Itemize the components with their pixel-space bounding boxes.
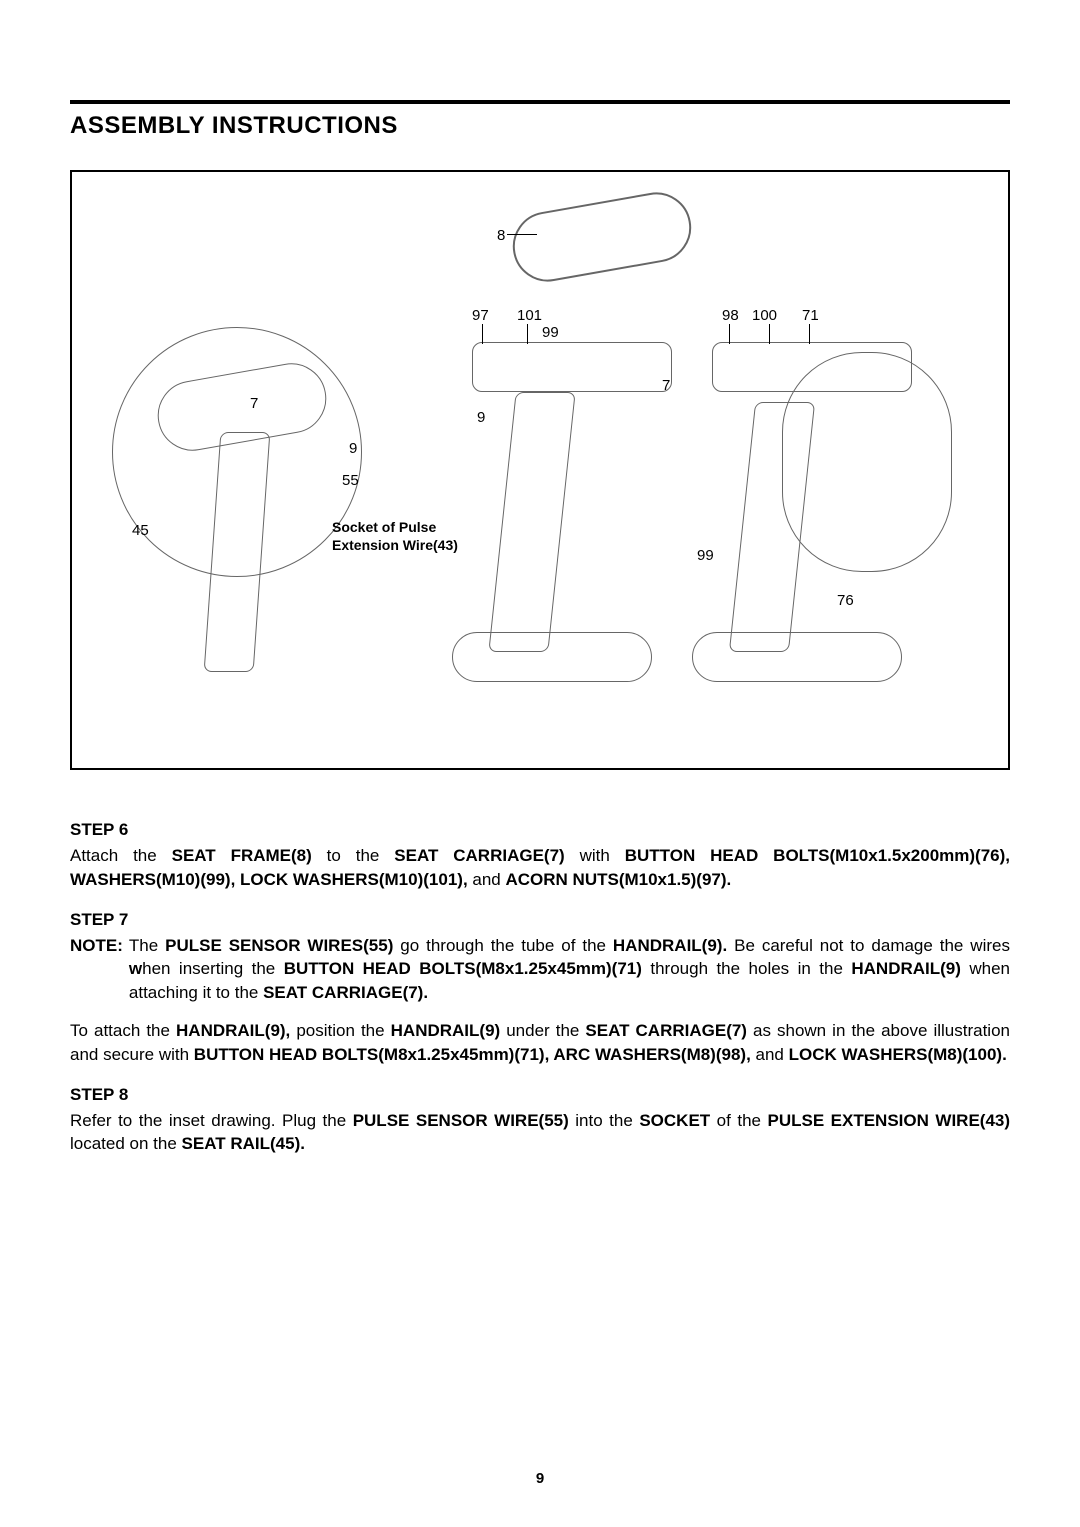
leader-line <box>507 234 537 235</box>
diagram-callout-99b: 99 <box>697 547 714 564</box>
diagram-callout-55: 55 <box>342 472 359 489</box>
diagram-callout-101: 101 <box>517 307 542 324</box>
diagram-shape <box>452 632 652 682</box>
text: Attach the <box>70 846 172 865</box>
text: to the <box>312 846 394 865</box>
bold-text: SEAT CARRIAGE(7) <box>585 1021 747 1040</box>
diagram-callout-8: 8 <box>497 227 505 244</box>
bold-text: HANDRAIL(9). <box>613 936 727 955</box>
diagram-shape <box>507 187 696 287</box>
diagram-callout-9b: 9 <box>349 440 357 457</box>
bold-text: LOCK WASHERS(M8)(100). <box>789 1045 1007 1064</box>
text: through the holes in the <box>642 959 851 978</box>
text: Refer to the inset drawing. Plug the <box>70 1111 353 1130</box>
diagram-callout-7b: 7 <box>250 395 258 412</box>
note-text: The PULSE SENSOR WIRES(55) go through th… <box>129 934 1010 1005</box>
assembly-diagram: 8 97 101 99 98 100 71 7 9 7 9 55 45 99 7… <box>70 170 1010 770</box>
text: position the <box>290 1021 390 1040</box>
diagram-callout-76: 76 <box>837 592 854 609</box>
bold-text: SEAT FRAME(8) <box>172 846 312 865</box>
text: go through the tube of the <box>393 936 613 955</box>
page-number: 9 <box>536 1470 544 1487</box>
diagram-shape <box>488 392 575 652</box>
step7-note: NOTE: The PULSE SENSOR WIRES(55) go thro… <box>70 934 1010 1005</box>
text: of the <box>710 1111 767 1130</box>
step7-body2: To attach the HANDRAIL(9), position the … <box>70 1019 1010 1067</box>
text: with <box>565 846 625 865</box>
bold-text: BUTTON HEAD BOLTS(M8x1.25x45mm)(71) <box>284 959 642 978</box>
bold-text: HANDRAIL(9) <box>851 959 961 978</box>
diagram-callout-71: 71 <box>802 307 819 324</box>
step6-heading: STEP 6 <box>70 820 1010 840</box>
leader-line <box>527 324 528 344</box>
text: located on the <box>70 1134 182 1153</box>
header-rule <box>70 100 1010 104</box>
diagram-annotation: Socket of Pulse Extension Wire(43) <box>332 518 458 554</box>
step8-heading: STEP 8 <box>70 1085 1010 1105</box>
leader-line <box>729 324 730 344</box>
page-title: ASSEMBLY INSTRUCTIONS <box>70 112 1010 140</box>
diagram-shape <box>692 632 902 682</box>
leader-line <box>482 324 483 344</box>
diagram-shape <box>472 342 672 392</box>
bold-text: PULSE SENSOR WIRE(55) <box>353 1111 569 1130</box>
diagram-callout-45: 45 <box>132 522 149 539</box>
bold-text: PULSE SENSOR WIRES(55) <box>165 936 393 955</box>
bold-text: SOCKET <box>639 1111 710 1130</box>
text: under the <box>500 1021 585 1040</box>
bold-text: BUTTON HEAD BOLTS(M8x1.25x45mm)(71), ARC… <box>194 1045 751 1064</box>
step6-body: Attach the SEAT FRAME(8) to the SEAT CAR… <box>70 844 1010 892</box>
bold-text: SEAT CARRIAGE(7) <box>394 846 564 865</box>
bold-text: PULSE EXTENSION WIRE(43) <box>767 1111 1010 1130</box>
diagram-annotation-line1: Socket of Pulse <box>332 519 436 535</box>
leader-line <box>769 324 770 344</box>
diagram-callout-97: 97 <box>472 307 489 324</box>
bold-text: HANDRAIL(9) <box>391 1021 501 1040</box>
diagram-callout-99a: 99 <box>542 324 559 341</box>
step7-heading: STEP 7 <box>70 910 1010 930</box>
text: hen inserting the <box>142 959 284 978</box>
bold-text: SEAT CARRIAGE(7). <box>263 983 428 1002</box>
text: The <box>129 936 165 955</box>
diagram-callout-7a: 7 <box>662 377 670 394</box>
text: Be careful not to damage the wires <box>727 936 1010 955</box>
diagram-annotation-line2: Extension Wire(43) <box>332 537 458 553</box>
text: To attach the <box>70 1021 176 1040</box>
bold-text: HANDRAIL(9), <box>176 1021 290 1040</box>
text: and <box>751 1045 789 1064</box>
diagram-callout-9a: 9 <box>477 409 485 426</box>
note-label: NOTE: <box>70 934 129 1005</box>
leader-line <box>809 324 810 344</box>
text: into the <box>569 1111 640 1130</box>
text: and <box>468 870 506 889</box>
diagram-callout-100: 100 <box>752 307 777 324</box>
step8-body: Refer to the inset drawing. Plug the PUL… <box>70 1109 1010 1157</box>
diagram-callout-98: 98 <box>722 307 739 324</box>
bold-text: ACORN NUTS(M10x1.5)(97). <box>505 870 731 889</box>
bold-text: w <box>129 959 142 978</box>
bold-text: SEAT RAIL(45). <box>182 1134 305 1153</box>
